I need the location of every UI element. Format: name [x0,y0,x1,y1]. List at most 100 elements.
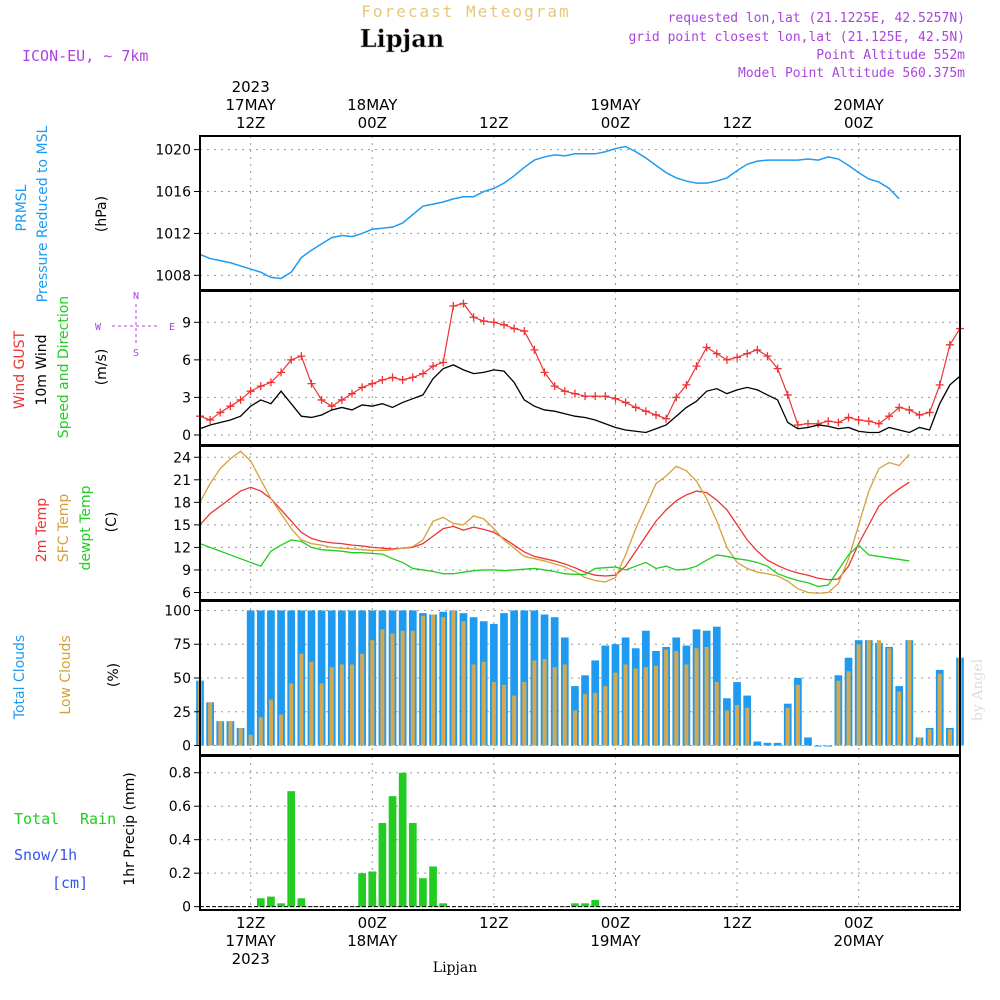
gust-point [206,415,215,424]
precip-y-tick-label: 0.6 [169,799,191,815]
gust-point [591,392,600,401]
low-cloud-bar [623,664,628,746]
gust-point [388,373,397,382]
rain-bar [429,866,437,907]
bottom-time-label: 17MAY [226,932,277,950]
rain-bar [571,903,579,907]
low-cloud-bar [501,684,507,746]
gust-point [358,383,367,392]
compass-e: E [169,322,175,333]
total-cloud-bar [763,742,772,746]
gust-point [682,380,691,389]
gust-point [500,320,508,329]
compass-w: W [95,322,102,333]
cloud-label-unit: (%) [106,663,122,687]
temp-label-2m: 2m Temp [34,498,50,562]
low-cloud-bar [238,727,243,746]
low-cloud-bar [431,614,436,746]
wind-label-unit: (m/s) [94,349,110,386]
low-cloud-bar [268,699,273,746]
low-cloud-bar [512,695,517,746]
gust-point [925,408,934,417]
top-time-label: 12Z [236,114,265,132]
total-cloud-bar [500,613,508,746]
gust-point [621,398,630,407]
clouds-y-tick-label: 75 [173,637,191,653]
gust-point [469,313,478,322]
wind-label-speed-dir: Speed and Direction [56,296,72,438]
precip-label-unit: 1hr Precip (mm) [122,772,138,885]
gust-point [489,318,498,327]
low-cloud-bar [228,721,233,746]
low-cloud-bar [694,648,699,746]
total-cloud-bar [256,610,265,746]
gust-point [317,395,326,404]
compass-rose: N S W E [95,291,175,359]
temp-label-unit: (C) [104,512,120,533]
rain-bar [398,772,407,907]
rain-bar [358,873,366,907]
gust-point [844,413,853,422]
low-cloud-bar [866,640,871,746]
precip-label-snow: Snow/1h [14,846,77,864]
total-cloud-bar [520,610,529,746]
location-title: Lipjan [360,24,444,53]
total-cloud-bar [773,742,782,746]
gust-point [804,419,812,428]
low-cloud-bar [410,630,415,746]
precip-label-total: Total [14,810,59,828]
low-cloud-bar [927,729,932,746]
pressure-side-labels: PRMSL Pressure Reduced to MSL (hPa) [14,125,110,302]
cloud-label-low: Low Clouds [58,635,74,714]
low-cloud-bar [684,664,689,746]
gust-point [814,419,823,428]
low-cloud-bar [400,630,405,746]
gust-point [408,373,417,382]
total-cloud-bar [804,737,812,746]
low-cloud-bar [360,653,365,746]
top-time-label: 00Z [844,114,873,132]
low-cloud-bar [522,682,527,746]
gridpoint-coords: grid point closest lon,lat (21.125E, 42.… [628,30,965,45]
gust-point [895,403,904,412]
rain-bar [256,898,265,907]
low-cloud-bar [441,617,446,746]
super-title: Forecast Meteogram [361,2,570,21]
clouds-y-tick-label: 25 [173,705,191,721]
low-cloud-bar [572,710,577,746]
pressure-label-desc: Pressure Reduced to MSL [35,125,51,302]
top-time-label: 19MAY [590,96,641,114]
gust-point [256,382,265,391]
low-cloud-bar [846,671,851,746]
low-cloud-bar [218,721,223,746]
gust-point [327,402,336,411]
gust-point [429,362,438,371]
gust-point [530,345,539,354]
wind-y-tick-label: 0 [182,428,191,444]
gust-point [824,417,833,426]
pressure-line [199,145,900,280]
gust-point [581,392,590,401]
low-cloud-bar [714,682,719,746]
low-cloud-bar [461,621,466,746]
gust-point [439,358,448,367]
gust-point [297,352,306,361]
low-cloud-bar [248,734,253,746]
temp-y-tick-label: 12 [173,540,191,556]
gust-point [226,402,235,411]
low-cloud-bar [258,717,263,746]
rain-bar [368,871,377,907]
requested-coords: requested lon,lat (21.1225E, 42.5257N) [668,11,965,26]
gust-point [348,389,356,398]
gust-point [652,410,660,419]
rain-bar [408,822,417,907]
total-cloud-bar [246,610,255,746]
rain-bar [439,903,448,907]
gust-point [337,395,346,404]
gust-point [459,299,468,308]
rain-bar [591,899,600,907]
gust-point [418,369,427,378]
temp-label-dewpt: dewpt Temp [78,485,94,570]
rain-bar [267,896,275,907]
temp-y-tick-label: 21 [173,473,191,489]
